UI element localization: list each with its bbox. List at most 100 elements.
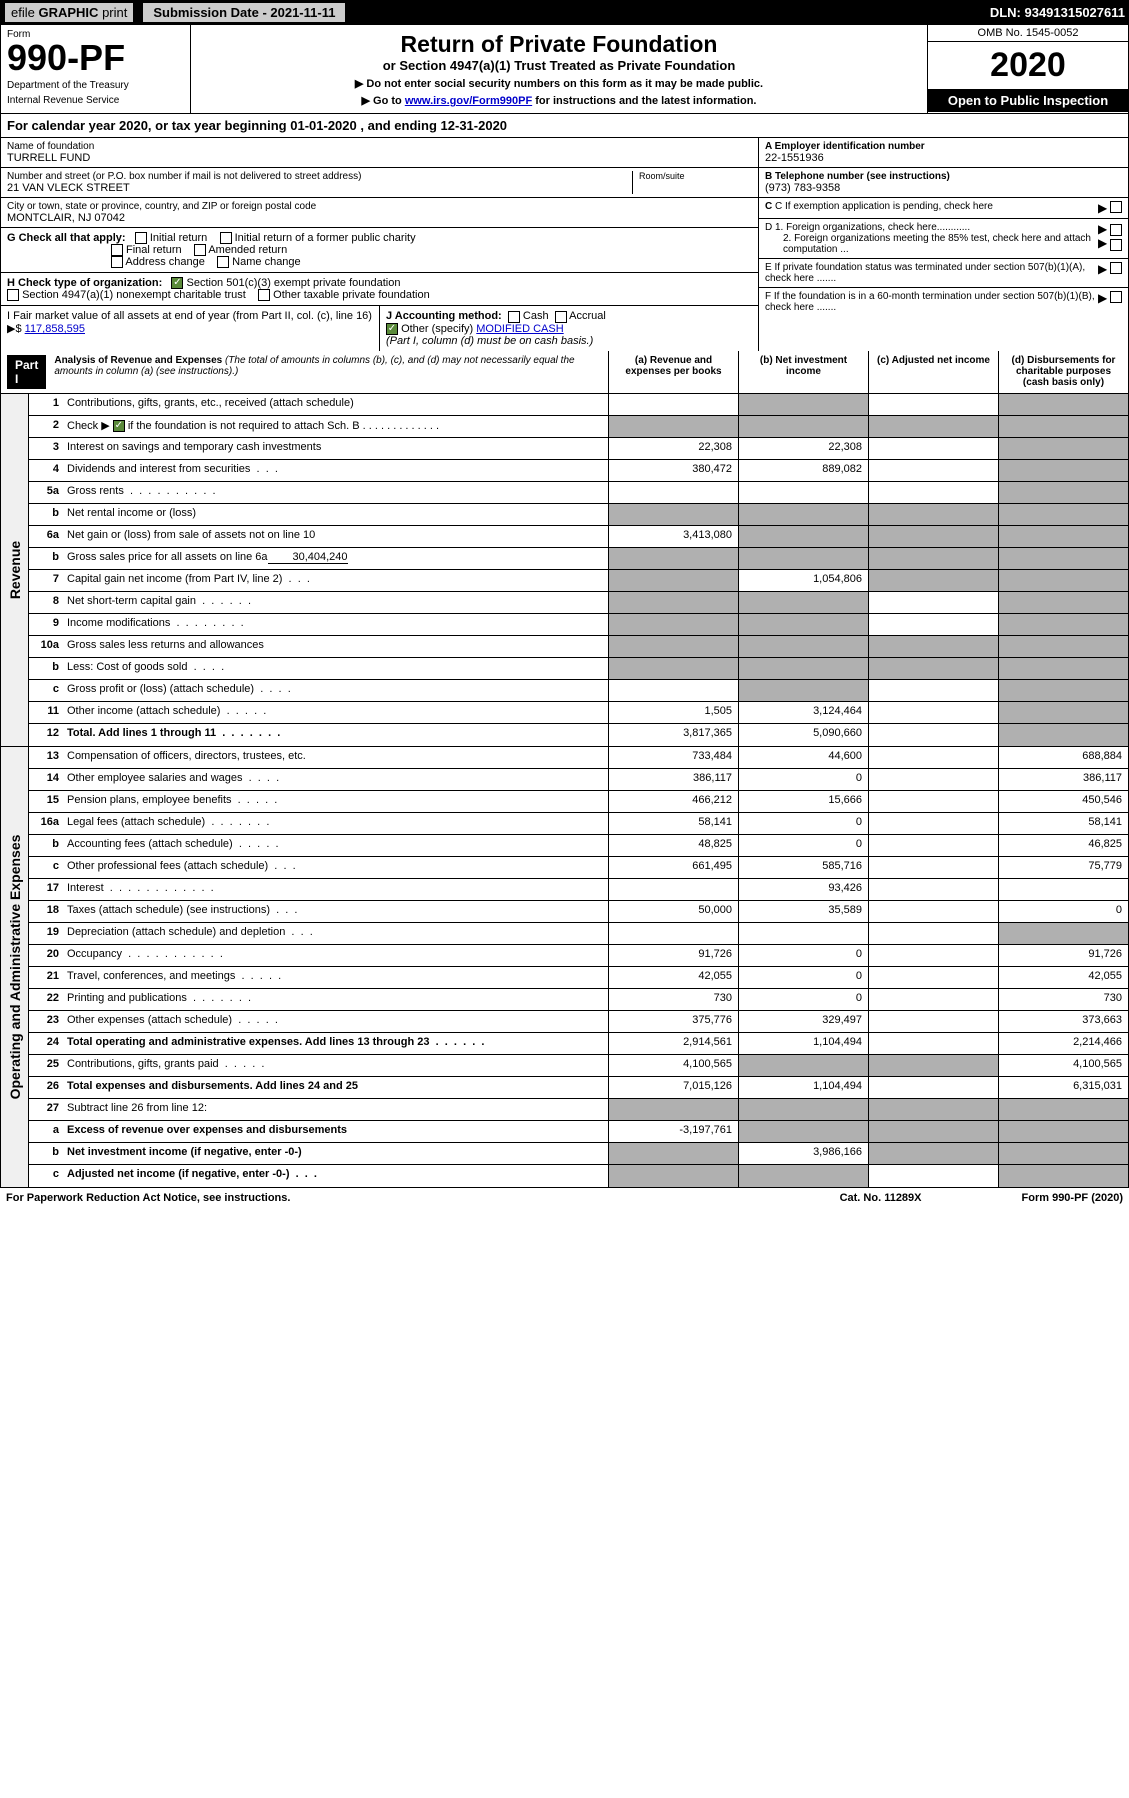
ein-cell: A Employer identification number 22-1551… — [759, 138, 1128, 168]
footer-left: For Paperwork Reduction Act Notice, see … — [6, 1192, 290, 1204]
footer-right: Form 990-PF (2020) — [1022, 1192, 1123, 1204]
j-other-pre: Other (specify) — [401, 323, 473, 335]
g-section: G Check all that apply: Initial return I… — [1, 228, 758, 273]
ck-4947[interactable] — [7, 289, 19, 301]
calendar-year-row: For calendar year 2020, or tax year begi… — [0, 114, 1129, 138]
print-text: print — [102, 5, 127, 20]
room-label: Room/suite — [632, 171, 752, 194]
f-cell: F If the foundation is in a 60-month ter… — [759, 288, 1128, 316]
fmv-link[interactable]: 117,858,595 — [25, 323, 85, 335]
j-note: (Part I, column (d) must be on cash basi… — [386, 335, 593, 347]
h-section: H Check type of organization: Section 50… — [1, 273, 758, 306]
ein-value: 22-1551936 — [765, 152, 1122, 164]
dln-label: DLN: 93491315027611 — [990, 5, 1125, 20]
ck-name[interactable] — [217, 256, 229, 268]
e-cell: E If private foundation status was termi… — [759, 259, 1128, 288]
col-c-head: (c) Adjusted net income — [868, 351, 998, 393]
ck-final[interactable] — [111, 244, 123, 256]
graphic-text: GRAPHIC — [38, 5, 98, 20]
ein-label: A Employer identification number — [765, 141, 925, 152]
dept-irs: Internal Revenue Service — [7, 95, 184, 106]
top-bar: efile GRAPHIC print Submission Date - 20… — [0, 0, 1129, 25]
ck-initial-former[interactable] — [220, 232, 232, 244]
c-cell: C C If exemption application is pending,… — [759, 198, 1128, 219]
expense-table: Operating and Administrative Expenses 13… — [0, 747, 1129, 1188]
city-value: MONTCLAIR, NJ 07042 — [7, 212, 752, 224]
table-row: cAdjusted net income (if negative, enter… — [29, 1165, 1128, 1187]
ck-c[interactable] — [1110, 201, 1122, 213]
ck-initial[interactable] — [135, 232, 147, 244]
form-header: Form 990-PF Department of the Treasury I… — [0, 25, 1129, 114]
header-right: OMB No. 1545-0052 2020 Open to Public In… — [928, 25, 1128, 113]
table-row: 2Check ▶ if the foundation is not requir… — [29, 416, 1128, 438]
ck-schB[interactable] — [113, 420, 125, 432]
header-left: Form 990-PF Department of the Treasury I… — [1, 25, 191, 113]
table-row: 15Pension plans, employee benefits . . .… — [29, 791, 1128, 813]
expenses-label: Operating and Administrative Expenses — [7, 834, 23, 1099]
arrow-icon: ▶ — [1098, 222, 1107, 236]
caly-mid: , and ending — [360, 118, 440, 133]
foundation-name-cell: Name of foundation TURRELL FUND — [1, 138, 758, 168]
ck-e[interactable] — [1110, 262, 1122, 274]
table-row: 23Other expenses (attach schedule) . . .… — [29, 1011, 1128, 1033]
form-title: Return of Private Foundation — [201, 31, 917, 58]
g-amended: Amended return — [208, 244, 287, 256]
h-4947: Section 4947(a)(1) nonexempt charitable … — [22, 289, 246, 301]
g-initial-former: Initial return of a former public charit… — [235, 232, 416, 244]
i-section: I Fair market value of all assets at end… — [1, 306, 380, 350]
ck-address[interactable] — [111, 256, 123, 268]
side-revenue: Revenue — [1, 394, 29, 746]
ck-f[interactable] — [1110, 291, 1122, 303]
side-expenses: Operating and Administrative Expenses — [1, 747, 29, 1187]
city-label: City or town, state or province, country… — [7, 201, 752, 212]
expense-body: 13Compensation of officers, directors, t… — [29, 747, 1128, 1187]
dept-treasury: Department of the Treasury — [7, 80, 184, 91]
table-row: 9Income modifications . . . . . . . . — [29, 614, 1128, 636]
submission-date: Submission Date - 2021-11-11 — [142, 2, 346, 23]
city-cell: City or town, state or province, country… — [1, 198, 758, 228]
col-d-head: (d) Disbursements for charitable purpose… — [998, 351, 1128, 393]
phone-label: B Telephone number (see instructions) — [765, 171, 950, 182]
ck-d1[interactable] — [1110, 224, 1122, 236]
phone-value: (973) 783-9358 — [765, 182, 1122, 194]
table-row: 6aNet gain or (loss) from sale of assets… — [29, 526, 1128, 548]
table-row: cGross profit or (loss) (attach schedule… — [29, 680, 1128, 702]
col-b-head: (b) Net investment income — [738, 351, 868, 393]
table-row: 25Contributions, gifts, grants paid . . … — [29, 1055, 1128, 1077]
h-501c3: Section 501(c)(3) exempt private foundat… — [186, 277, 400, 289]
table-row: bAccounting fees (attach schedule) . . .… — [29, 835, 1128, 857]
form-link[interactable]: www.irs.gov/Form990PF — [405, 95, 532, 107]
instr-pre: ▶ Go to — [362, 95, 405, 107]
ck-amended[interactable] — [194, 244, 206, 256]
form-subtitle: or Section 4947(a)(1) Trust Treated as P… — [201, 58, 917, 73]
efile-text: efile — [11, 5, 35, 20]
ck-other-tax[interactable] — [258, 289, 270, 301]
e-label: E If private foundation status was termi… — [765, 262, 1098, 284]
table-row: 8Net short-term capital gain . . . . . . — [29, 592, 1128, 614]
ck-d2[interactable] — [1110, 239, 1122, 251]
accounting-method-link[interactable]: MODIFIED CASH — [476, 323, 563, 335]
ck-accrual[interactable] — [555, 311, 567, 323]
table-row: 1Contributions, gifts, grants, etc., rec… — [29, 394, 1128, 416]
d1-label: D 1. Foreign organizations, check here..… — [765, 222, 1098, 233]
table-row: 12Total. Add lines 1 through 11 . . . . … — [29, 724, 1128, 746]
table-row: 22Printing and publications . . . . . . … — [29, 989, 1128, 1011]
table-row: 13Compensation of officers, directors, t… — [29, 747, 1128, 769]
ck-cash[interactable] — [508, 311, 520, 323]
efile-print-button[interactable]: efile GRAPHIC print — [4, 2, 134, 23]
col-a-head: (a) Revenue and expenses per books — [608, 351, 738, 393]
j-section: J Accounting method: Cash Accrual Other … — [380, 306, 758, 350]
table-row: bNet investment income (if negative, ent… — [29, 1143, 1128, 1165]
footer: For Paperwork Reduction Act Notice, see … — [0, 1188, 1129, 1208]
addr-label: Number and street (or P.O. box number if… — [7, 171, 632, 182]
ck-501c3[interactable] — [171, 277, 183, 289]
revenue-body: 1Contributions, gifts, grants, etc., rec… — [29, 394, 1128, 746]
h-label: H Check type of organization: — [7, 277, 162, 289]
table-row: bNet rental income or (loss) — [29, 504, 1128, 526]
f-label: F If the foundation is in a 60-month ter… — [765, 291, 1098, 313]
table-row: 7Capital gain net income (from Part IV, … — [29, 570, 1128, 592]
header-mid: Return of Private Foundation or Section … — [191, 25, 928, 113]
ck-other-method[interactable] — [386, 323, 398, 335]
g-label: G Check all that apply: — [7, 232, 126, 244]
table-row: 19Depreciation (attach schedule) and dep… — [29, 923, 1128, 945]
